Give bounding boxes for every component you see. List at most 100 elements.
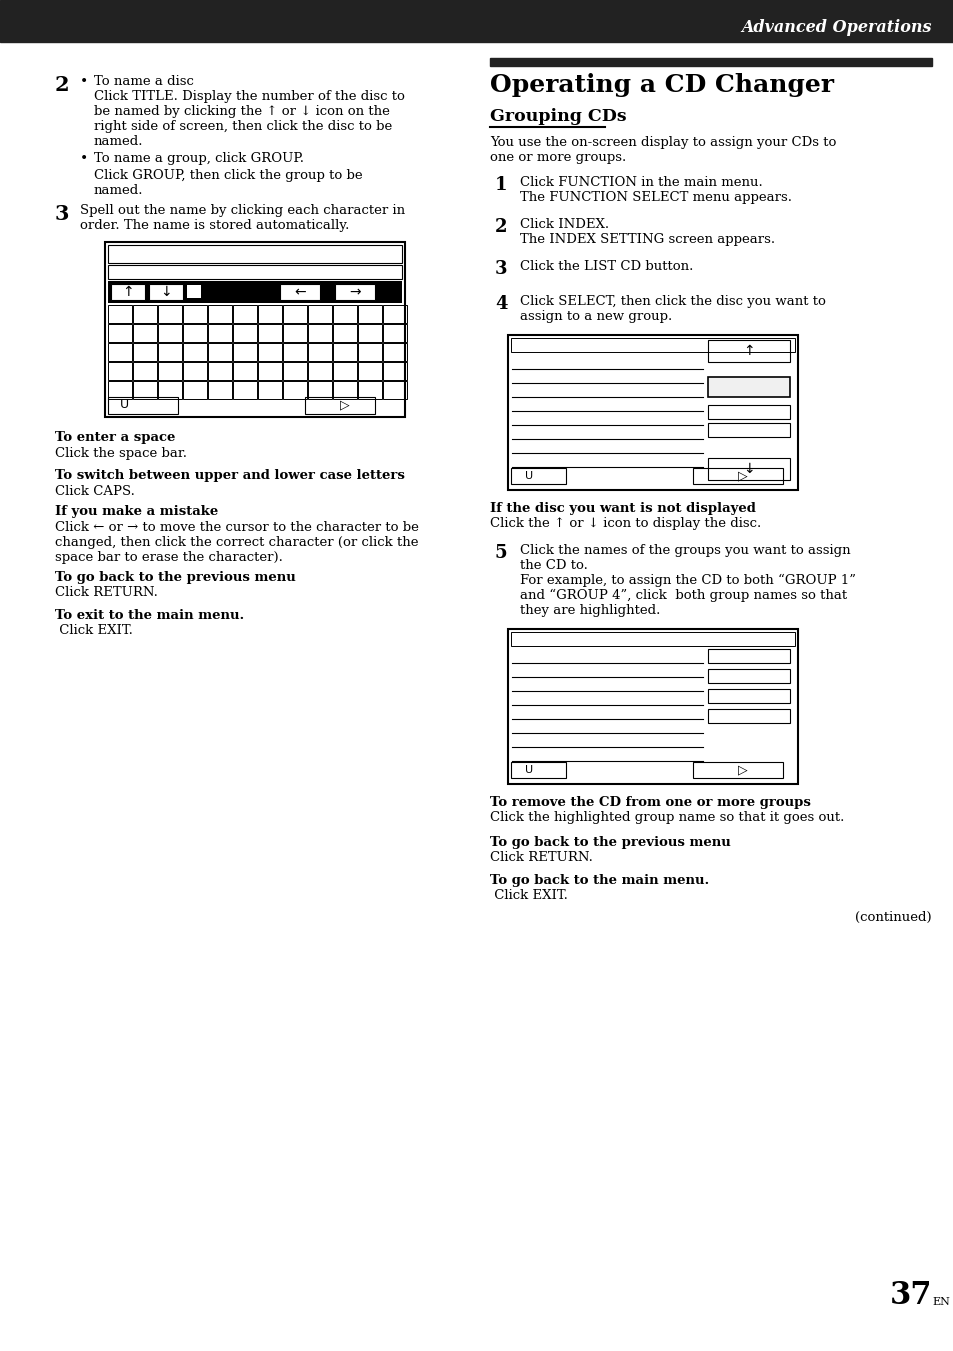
Text: 1: 1 bbox=[495, 176, 507, 195]
Bar bbox=[108, 281, 401, 303]
Bar bbox=[158, 343, 182, 361]
Bar bbox=[308, 343, 332, 361]
Bar bbox=[707, 709, 789, 723]
Text: The FUNCTION SELECT menu appears.: The FUNCTION SELECT menu appears. bbox=[519, 190, 791, 204]
Text: ▷: ▷ bbox=[738, 470, 747, 482]
Bar bbox=[208, 343, 232, 361]
Bar bbox=[183, 324, 207, 342]
Text: EN: EN bbox=[931, 1297, 949, 1306]
Bar bbox=[132, 362, 157, 380]
Text: •: • bbox=[80, 153, 89, 166]
Text: If the disc you want is not displayed: If the disc you want is not displayed bbox=[490, 503, 755, 515]
Text: 3: 3 bbox=[495, 259, 507, 278]
Bar bbox=[233, 305, 256, 323]
Text: Click EXIT.: Click EXIT. bbox=[490, 889, 567, 902]
Bar bbox=[233, 343, 256, 361]
Text: Click RETURN.: Click RETURN. bbox=[490, 851, 592, 865]
Bar bbox=[707, 669, 789, 684]
Bar bbox=[333, 343, 356, 361]
Text: and “GROUP 4”, click  both group names so that: and “GROUP 4”, click both group names so… bbox=[519, 589, 846, 603]
Text: ↑: ↑ bbox=[742, 345, 754, 358]
Bar bbox=[283, 324, 307, 342]
Text: Click FUNCTION in the main menu.: Click FUNCTION in the main menu. bbox=[519, 176, 762, 189]
Bar bbox=[335, 284, 375, 300]
Text: Advanced Operations: Advanced Operations bbox=[740, 19, 931, 36]
Bar bbox=[132, 343, 157, 361]
Text: To go back to the main menu.: To go back to the main menu. bbox=[490, 874, 708, 888]
Text: ↓: ↓ bbox=[742, 462, 754, 476]
Text: Click CAPS.: Click CAPS. bbox=[55, 485, 134, 499]
Bar bbox=[333, 362, 356, 380]
Bar bbox=[108, 381, 132, 399]
Bar bbox=[108, 343, 132, 361]
Bar bbox=[283, 343, 307, 361]
Bar bbox=[158, 381, 182, 399]
Text: Click the LIST CD button.: Click the LIST CD button. bbox=[519, 259, 693, 273]
Text: Click RETURN.: Click RETURN. bbox=[55, 586, 157, 598]
Bar bbox=[707, 377, 789, 397]
Bar bbox=[333, 381, 356, 399]
Bar bbox=[257, 362, 282, 380]
Bar bbox=[208, 362, 232, 380]
Bar bbox=[308, 362, 332, 380]
Bar bbox=[707, 458, 789, 480]
Text: To remove the CD from one or more groups: To remove the CD from one or more groups bbox=[490, 796, 810, 809]
Text: U: U bbox=[120, 399, 129, 412]
Bar bbox=[308, 381, 332, 399]
Bar bbox=[111, 284, 145, 300]
Text: Click the names of the groups you want to assign: Click the names of the groups you want t… bbox=[519, 544, 850, 557]
Text: •: • bbox=[80, 76, 89, 89]
Bar bbox=[511, 338, 794, 353]
Bar bbox=[507, 630, 797, 784]
Text: Click the ↑ or ↓ icon to display the disc.: Click the ↑ or ↓ icon to display the dis… bbox=[490, 517, 760, 530]
Text: ↑: ↑ bbox=[122, 285, 133, 299]
Bar bbox=[357, 305, 381, 323]
Bar bbox=[0, 0, 953, 42]
Bar bbox=[511, 632, 794, 646]
Bar bbox=[108, 245, 401, 263]
Bar bbox=[707, 405, 789, 419]
Bar bbox=[357, 343, 381, 361]
Text: changed, then click the correct character (or click the: changed, then click the correct characte… bbox=[55, 536, 418, 549]
Bar bbox=[305, 397, 375, 413]
Bar bbox=[707, 689, 789, 703]
Text: right side of screen, then click the disc to be: right side of screen, then click the dis… bbox=[94, 120, 392, 132]
Bar bbox=[183, 343, 207, 361]
Bar bbox=[108, 362, 132, 380]
Bar bbox=[132, 305, 157, 323]
Text: the CD to.: the CD to. bbox=[519, 559, 587, 571]
Text: Click INDEX.: Click INDEX. bbox=[519, 218, 608, 231]
Text: ▷: ▷ bbox=[339, 399, 349, 412]
Bar bbox=[108, 397, 178, 413]
Bar bbox=[257, 305, 282, 323]
Bar bbox=[357, 324, 381, 342]
Bar bbox=[132, 324, 157, 342]
Text: Click ← or → to move the cursor to the character to be: Click ← or → to move the cursor to the c… bbox=[55, 521, 418, 534]
Bar bbox=[108, 265, 401, 280]
Text: To enter a space: To enter a space bbox=[55, 431, 175, 444]
Bar bbox=[707, 340, 789, 362]
Text: U: U bbox=[524, 765, 533, 775]
Text: 4: 4 bbox=[495, 295, 507, 313]
Bar bbox=[208, 305, 232, 323]
Text: U: U bbox=[524, 471, 533, 481]
Text: The INDEX SETTING screen appears.: The INDEX SETTING screen appears. bbox=[519, 232, 774, 246]
Text: ↓: ↓ bbox=[160, 285, 172, 299]
Text: ▷: ▷ bbox=[738, 763, 747, 777]
Bar bbox=[382, 305, 407, 323]
Bar bbox=[257, 381, 282, 399]
Bar bbox=[187, 285, 201, 299]
Bar bbox=[308, 324, 332, 342]
Bar bbox=[382, 343, 407, 361]
Text: order. The name is stored automatically.: order. The name is stored automatically. bbox=[80, 219, 349, 232]
Bar bbox=[183, 381, 207, 399]
Text: (continued): (continued) bbox=[855, 911, 931, 924]
Bar bbox=[357, 381, 381, 399]
Text: 37: 37 bbox=[888, 1279, 931, 1310]
Text: ←: ← bbox=[294, 285, 306, 299]
Text: Click the highlighted group name so that it goes out.: Click the highlighted group name so that… bbox=[490, 811, 843, 824]
Bar bbox=[108, 305, 132, 323]
Bar bbox=[158, 305, 182, 323]
Bar bbox=[333, 324, 356, 342]
Bar bbox=[208, 324, 232, 342]
